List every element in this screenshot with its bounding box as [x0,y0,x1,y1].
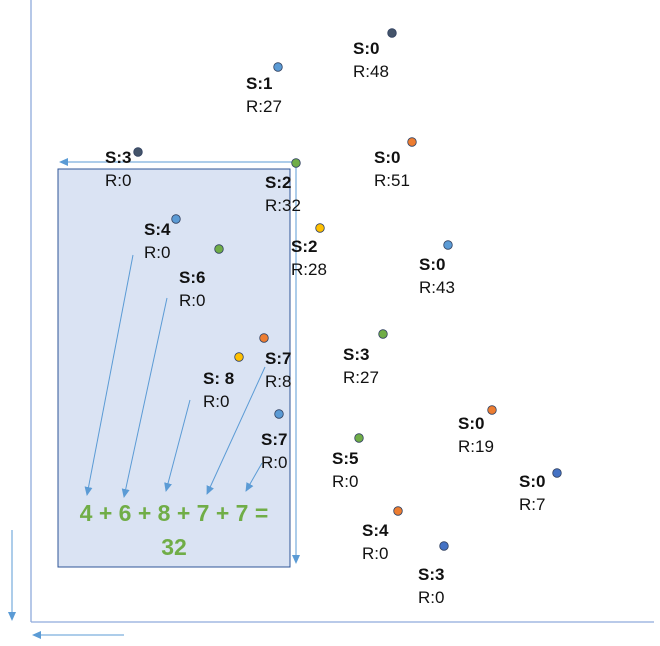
data-point-group: S:7R:8 [259,333,291,391]
point-r-label: R:8 [265,372,291,391]
data-point [439,541,449,551]
point-r-label: R:7 [519,495,545,514]
point-r-label: R:27 [246,97,282,116]
point-r-label: R:32 [265,196,301,215]
data-point-group: S:5R:0 [332,433,364,491]
data-point [443,240,453,250]
data-point [171,214,181,224]
data-point [133,147,143,157]
point-s-label: S:0 [374,148,400,167]
data-point-group: S:3 R:27 [343,329,388,387]
points-layer: S:0R:48S:1R:27S:3R:0 S:2R:32S:0R:51S:4R:0… [105,28,562,607]
data-point-group: S:2 R:28 [291,223,327,279]
data-point [274,409,284,419]
data-point-group: S:0R:7 [519,468,562,514]
data-point [407,137,417,147]
point-r-label: R:27 [343,368,379,387]
point-s-label: S: 8 [203,369,234,388]
point-r-label: R:48 [353,62,389,81]
data-point [273,62,283,72]
point-r-label: R:0 [362,544,388,563]
point-s-label: S:6 [179,268,205,287]
data-point-group: S:4R:0 [362,506,403,563]
data-point-group: S:4R:0 [144,214,181,262]
data-point [354,433,364,443]
point-s-label: S:3 [343,345,369,364]
point-r-label: R:0 [105,171,131,190]
data-point [393,506,403,516]
point-s-label: S:2 [265,173,291,192]
point-s-label: S:0 [419,255,445,274]
data-point-group: S:3R:0 [105,147,143,190]
point-s-label: S:2 [291,237,317,256]
sum-expression: 4 + 6 + 8 + 7 + 7 = [80,500,269,526]
sum-result: 32 [161,534,187,560]
data-point-group: S:6R:0 [179,244,224,310]
point-r-label: R:0 [203,392,229,411]
data-point [315,223,325,233]
point-s-label: S:3 [418,565,444,584]
point-s-label: S:5 [332,449,358,468]
point-s-label: S:4 [144,220,171,239]
point-s-label: S:3 [105,148,131,167]
point-s-label: S:1 [246,74,272,93]
contribution-arrow [121,297,168,498]
data-point-group: S:7R:0 [261,409,287,472]
data-point [234,352,244,362]
data-point [387,28,397,38]
point-s-label: S:4 [362,521,389,540]
data-point-group: S: 8 R:0 [203,352,244,411]
data-point [214,244,224,254]
point-r-label: R:0 [261,453,287,472]
point-r-label: R:28 [291,260,327,279]
point-r-label: R:0 [179,291,205,310]
region-box [57,168,291,568]
data-point-group: S:3R:0 [418,541,449,607]
data-point [291,158,301,168]
data-point-group: S:2 R:32 [265,158,301,215]
data-point [378,329,388,339]
point-r-label: R:0 [418,588,444,607]
data-point-group: S:1 R:27 [246,62,283,116]
point-r-label: R:0 [332,472,358,491]
contribution-arrow [84,254,134,496]
point-s-label: S:7 [261,430,287,449]
data-point-group: S:0 R:19 [458,405,497,456]
data-point-group: S:0 R:43 [419,240,455,297]
data-point [552,468,562,478]
point-s-label: S:0 [519,472,545,491]
point-r-label: R:51 [374,171,410,190]
point-r-label: R:19 [458,437,494,456]
contribution-arrow [206,366,266,495]
data-point-group: S:0 R:51 [374,137,417,190]
point-s-label: S:7 [265,349,291,368]
data-point [259,333,269,343]
contribution-arrow [245,462,263,492]
point-r-label: R:0 [144,243,170,262]
data-point [487,405,497,415]
point-s-label: S:0 [353,39,379,58]
data-point-group: S:0 R:48 [353,28,397,81]
point-r-label: R:43 [419,278,455,297]
point-s-label: S:0 [458,414,484,433]
contribution-arrow [164,399,191,492]
